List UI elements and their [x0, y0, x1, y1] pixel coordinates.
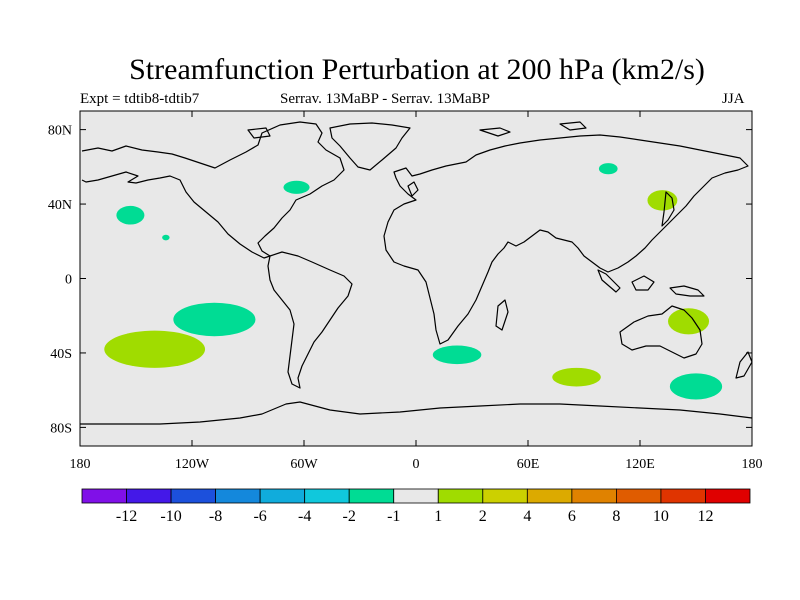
colorbar-swatch [170, 488, 216, 504]
x-tick-label: 0 [413, 457, 420, 472]
anomaly-n-atlantic [283, 180, 310, 194]
new-zealand [735, 351, 753, 379]
madagascar [495, 299, 509, 331]
anomaly-siberia [598, 163, 618, 175]
continent-eurasia-africa [383, 134, 749, 345]
coastlines [80, 121, 753, 425]
sumatra [597, 269, 621, 293]
y-tick-label: 80N [48, 124, 72, 139]
colorbar-swatch [660, 488, 706, 504]
anomaly-ne-australia [668, 308, 710, 335]
y-tick-label: 40S [50, 347, 72, 362]
anomaly-n-pacific-west [116, 205, 145, 225]
x-tick-label: 120W [175, 457, 210, 472]
y-tick-label: 40N [48, 198, 72, 213]
colorbar-swatch [259, 488, 306, 504]
x-tick-label: 60W [290, 457, 318, 472]
colorbar-label: 1 [434, 508, 442, 525]
x-tick-label: 60E [517, 457, 540, 472]
new-guinea [669, 285, 705, 297]
anomaly-indian-ocean [552, 367, 601, 387]
colorbar-swatch [616, 488, 662, 504]
greenland [329, 122, 411, 171]
arctic-islands [247, 121, 587, 139]
colorbar-swatch [526, 488, 573, 504]
experiment-label: Expt = tdtib8-tdtib7 [80, 91, 200, 107]
chart-title: Streamfunction Perturbation at 200 hPa (… [129, 53, 705, 86]
colorbar-label: 10 [653, 508, 669, 525]
continent-south-america [267, 251, 353, 389]
colorbar-swatch [304, 488, 350, 504]
colorbar-label: -4 [298, 508, 311, 525]
continent-north-america [81, 121, 345, 259]
colorbar-swatch [437, 488, 484, 504]
colorbar-label: -1 [387, 508, 400, 525]
map-axes: 180 120W 60W 0 60E 120E 180 80N 40N 0 40S 80S [48, 111, 763, 472]
anomaly-s-pacific-tongue [104, 330, 206, 368]
colorbar-swatch [126, 488, 172, 504]
colorbar-label: -6 [253, 508, 266, 525]
colorbar-swatch [482, 488, 528, 504]
japan [661, 191, 675, 227]
colorbar-swatch [348, 488, 395, 504]
x-tick-label: 120E [625, 457, 655, 472]
colorbar-label: 4 [523, 508, 531, 525]
colorbar-swatch [393, 488, 439, 504]
colorbar: -12 -10 -8 -6 -4 -2 -1 1 2 4 6 8 10 12 [81, 488, 751, 525]
colorbar-swatch [705, 488, 751, 504]
colorbar-label: 12 [697, 508, 713, 525]
ocean-background [80, 111, 752, 446]
y-tick-label: 0 [65, 273, 72, 288]
season-label: JJA [722, 91, 745, 107]
anomaly-s-pacific [173, 302, 256, 337]
colorbar-label: -2 [343, 508, 356, 525]
indonesia-borneo [631, 275, 655, 291]
british-isles [407, 181, 419, 197]
colorbar-swatch [215, 488, 261, 504]
colorbar-swatch [81, 488, 127, 504]
period-label: Serrav. 13MaBP - Serrav. 13MaBP [280, 91, 490, 107]
x-tick-label: 180 [70, 457, 91, 472]
colorbar-label: 8 [612, 508, 620, 525]
colorbar-label: 2 [479, 508, 487, 525]
anomaly-n-pacific-dot [162, 234, 170, 241]
y-tick-label: 80S [50, 421, 72, 436]
colorbar-label: -8 [209, 508, 222, 525]
colorbar-label: -12 [116, 508, 137, 525]
x-tick-label: 180 [742, 457, 763, 472]
antarctica [80, 401, 753, 425]
colorbar-label: 6 [568, 508, 576, 525]
australia [619, 305, 703, 359]
anomaly-s-atlantic-africa [432, 345, 482, 365]
anomaly-se-australia [669, 373, 723, 400]
colorbar-label: -10 [160, 508, 181, 525]
colorbar-swatch [571, 488, 617, 504]
